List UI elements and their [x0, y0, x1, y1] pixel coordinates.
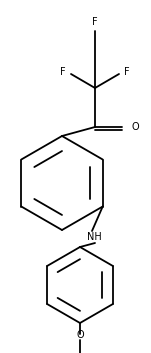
Text: F: F — [92, 17, 98, 27]
Text: O: O — [76, 330, 84, 340]
Text: O: O — [131, 122, 139, 132]
Text: F: F — [124, 67, 130, 77]
Text: F: F — [60, 67, 66, 77]
Text: NH: NH — [87, 232, 101, 242]
